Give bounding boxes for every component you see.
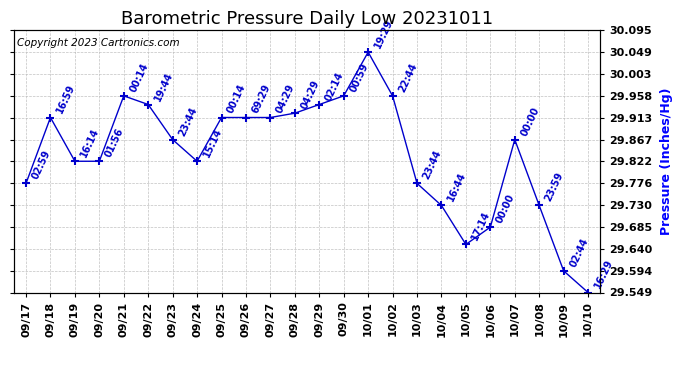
- Text: 16:29: 16:29: [592, 258, 614, 290]
- Text: 02:44: 02:44: [568, 236, 590, 269]
- Text: 19:44: 19:44: [152, 70, 175, 102]
- Text: 19:29: 19:29: [373, 18, 395, 50]
- Text: 00:14: 00:14: [128, 62, 150, 94]
- Title: Barometric Pressure Daily Low 20231011: Barometric Pressure Daily Low 20231011: [121, 10, 493, 28]
- Text: 01:56: 01:56: [104, 127, 126, 159]
- Text: 23:59: 23:59: [543, 171, 566, 203]
- Text: 23:44: 23:44: [177, 105, 199, 138]
- Text: 16:44: 16:44: [446, 171, 468, 203]
- Text: 00:00: 00:00: [495, 193, 517, 225]
- Text: 15:14: 15:14: [201, 127, 224, 159]
- Text: 00:59: 00:59: [348, 62, 370, 94]
- Text: 16:14: 16:14: [79, 127, 101, 159]
- Text: 16:59: 16:59: [55, 83, 77, 116]
- Text: 69:29: 69:29: [250, 83, 273, 116]
- Text: 04:29: 04:29: [299, 79, 321, 111]
- Text: 00:14: 00:14: [226, 83, 248, 116]
- Text: 02:14: 02:14: [324, 70, 346, 102]
- Y-axis label: Pressure (Inches/Hg): Pressure (Inches/Hg): [660, 87, 673, 235]
- Text: 22:44: 22:44: [397, 62, 419, 94]
- Text: 00:00: 00:00: [519, 105, 541, 138]
- Text: 23:44: 23:44: [421, 149, 444, 181]
- Text: 17:14: 17:14: [470, 210, 492, 242]
- Text: Copyright 2023 Cartronics.com: Copyright 2023 Cartronics.com: [17, 38, 179, 48]
- Text: 04:29: 04:29: [275, 83, 297, 116]
- Text: 02:59: 02:59: [30, 149, 52, 181]
